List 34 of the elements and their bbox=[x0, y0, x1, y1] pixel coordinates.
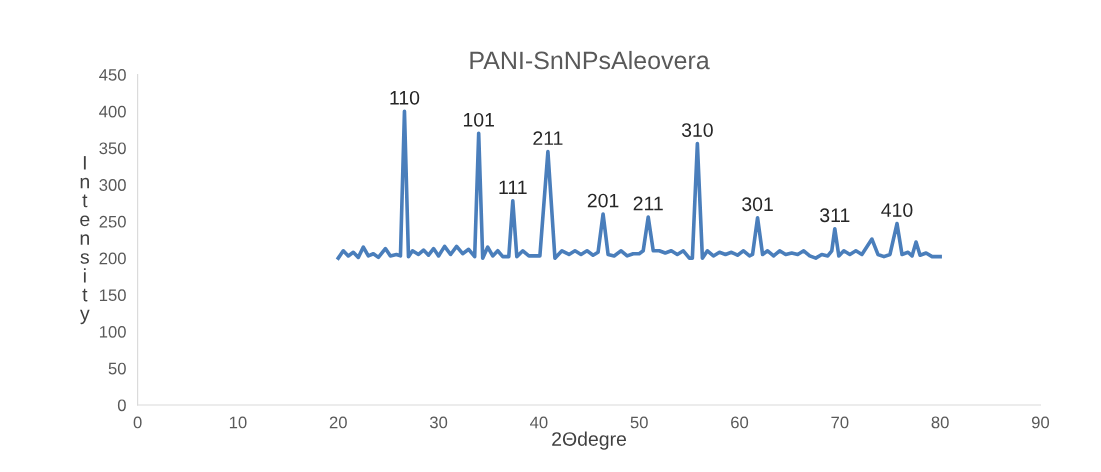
annotation: 301 bbox=[742, 197, 773, 212]
y-tick-label: 450 bbox=[99, 68, 126, 81]
x-tick-label: 80 bbox=[931, 416, 949, 429]
y-tick-label: 300 bbox=[99, 179, 126, 191]
x-tick-label: 60 bbox=[731, 416, 749, 429]
y-tick-label: 200 bbox=[99, 252, 126, 265]
annotation: 201 bbox=[587, 193, 619, 208]
x-tick-label: 90 bbox=[1031, 416, 1050, 429]
y-tick-label: 50 bbox=[108, 362, 126, 375]
x-tick-label: 50 bbox=[630, 416, 648, 429]
y-tick-label: 0 bbox=[117, 399, 126, 412]
x-tick-label: 10 bbox=[229, 416, 247, 429]
annotation: 211 bbox=[633, 196, 663, 211]
annotation: 110 bbox=[390, 90, 420, 105]
x-tick-label: 20 bbox=[329, 416, 347, 429]
x-tick-label: 40 bbox=[529, 416, 548, 429]
y-tick-label: 100 bbox=[99, 325, 126, 338]
y-tick-label: 350 bbox=[99, 142, 126, 155]
x-tick-label: 30 bbox=[429, 416, 448, 429]
y-tick-label: 150 bbox=[99, 289, 126, 302]
annotation: 410 bbox=[881, 203, 913, 217]
annotation: 310 bbox=[681, 123, 713, 137]
annotation: 311 bbox=[820, 208, 850, 223]
annotation: 111 bbox=[499, 180, 527, 195]
y-tick-label: 250 bbox=[99, 215, 126, 228]
text: Intensity bbox=[80, 156, 90, 325]
x-tick-label: 70 bbox=[831, 416, 849, 429]
chart-title: PANI-SnNPsAleovera bbox=[470, 50, 710, 70]
x-tick-label: 0 bbox=[133, 416, 142, 429]
annotation: 101 bbox=[463, 112, 494, 127]
x-axis-title: 2Θdegre bbox=[552, 431, 627, 450]
line-series bbox=[336, 109, 942, 260]
annotation: 211 bbox=[533, 131, 563, 145]
y-tick-label: 400 bbox=[99, 105, 126, 118]
